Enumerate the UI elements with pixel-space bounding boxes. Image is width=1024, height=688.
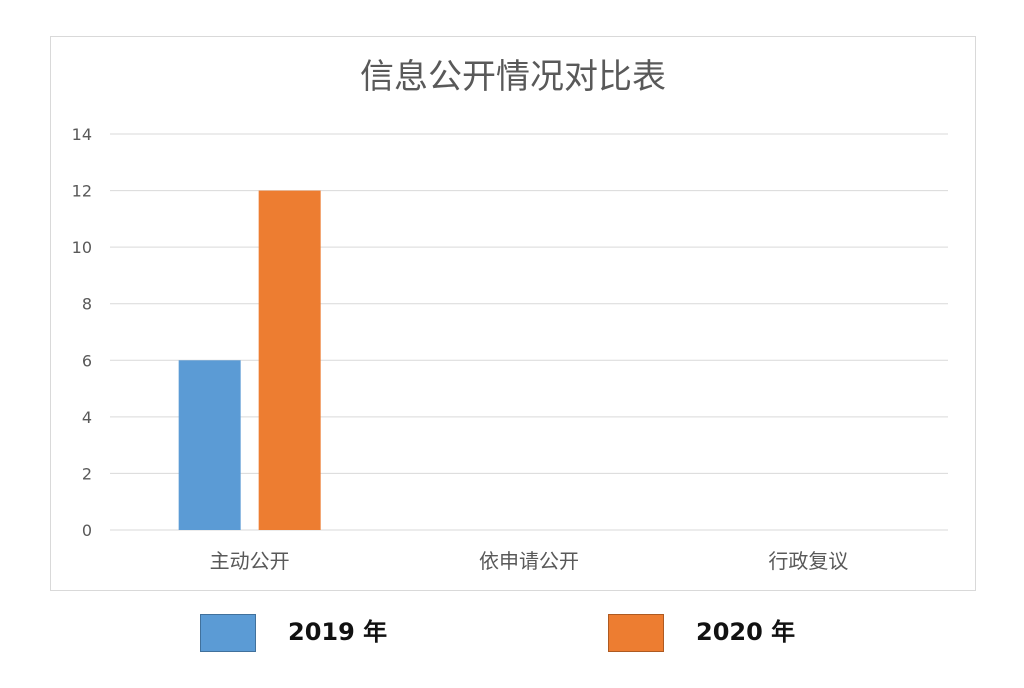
- legend-swatch-2020: [608, 614, 664, 652]
- y-tick-label-2: 2: [82, 464, 92, 483]
- y-tick-label-8: 8: [82, 295, 92, 314]
- y-tick-label-0: 0: [82, 521, 92, 540]
- bar-0-0: [178, 360, 241, 530]
- x-tick-label-0: 主动公开: [210, 549, 290, 573]
- x-tick-label-1: 依申请公开: [479, 549, 579, 573]
- x-tick-label-2: 行政复议: [768, 549, 848, 573]
- legend-label-2020: 2020 年: [696, 618, 796, 646]
- y-tick-label-12: 12: [72, 182, 92, 201]
- y-tick-label-10: 10: [72, 238, 92, 257]
- y-tick-label-4: 4: [82, 408, 92, 427]
- y-tick-label-6: 6: [82, 351, 92, 370]
- y-tick-label-14: 14: [72, 125, 92, 144]
- legend-label-2019: 2019 年: [288, 618, 388, 646]
- chart-title: 信息公开情况对比表: [360, 57, 666, 97]
- bar-0-1: [258, 190, 321, 531]
- legend-swatch-2019: [200, 614, 256, 652]
